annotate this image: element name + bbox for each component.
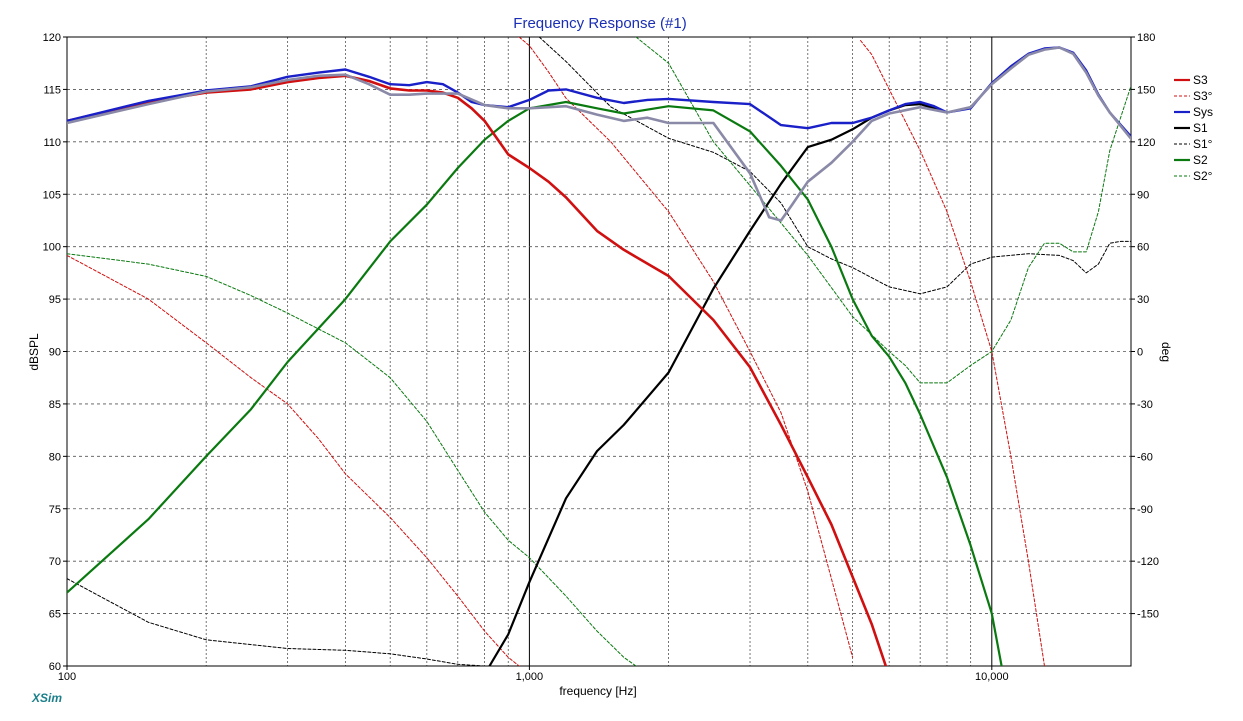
series-s1-phase [67,578,540,666]
y-tick-label: 95 [49,294,61,306]
y-axis-right: -150 -120 -90 -60 -30 0 30 60 90 120 150 180 [1131,32,1159,621]
legend-label: S2° [1193,169,1213,183]
plot-frame [66,36,1132,667]
y-tick-label: 90 [49,347,61,359]
y2-tick-label: 120 [1137,137,1155,149]
y-tick-label: 110 [43,137,61,149]
series-s2 [67,100,1003,666]
y2-tick-label: -90 [1137,504,1153,516]
legend-label: S3° [1193,89,1213,103]
x-tick-label: 10,000 [975,671,1009,683]
y-tick-label: 115 [43,84,61,96]
y-tick-label: 85 [49,399,61,411]
plot-area [66,36,1132,667]
y2-tick-label: 30 [1137,294,1149,306]
y2-tick-label: 0 [1137,347,1143,359]
series-s3-phase [67,254,520,666]
grid [67,37,1131,666]
series-s3-phase-c [860,40,1045,666]
x-axis-label: frequency [Hz] [559,684,636,698]
y2-tick-label: 90 [1137,189,1149,201]
series-s2-phase [67,253,637,666]
y2-axis-label: deg [1159,342,1173,362]
y-tick-label: 60 [49,661,61,673]
series-s3 [67,74,888,666]
y-axis-label: dBSPL [27,333,41,371]
y-tick-label: 105 [43,189,61,201]
series-s2-phase-b [635,37,1131,384]
y2-tick-label: -30 [1137,399,1153,411]
y-tick-label: 75 [49,504,61,516]
x-axis: 100 1,000 10,000 [58,666,1009,683]
xsim-logo: XSim [31,691,62,705]
legend-label: S3 [1193,73,1208,87]
y-tick-label: 120 [43,32,61,44]
legend: S3 S3° Sys S1 S1° S2 S2° [1174,73,1213,183]
chart-title: Frequency Response (#1) [513,15,686,32]
series-s1 [488,102,949,666]
y-tick-label: 70 [49,556,61,568]
y-tick-label: 65 [49,609,61,621]
y-tick-label: 100 [43,242,61,254]
series-group [67,37,1131,666]
x-tick-label: 1,000 [516,671,544,683]
y2-tick-label: -150 [1137,609,1159,621]
legend-label: S1° [1193,137,1213,151]
series-s3-phase-b [518,37,854,658]
y-axis-left: 60 65 70 75 80 85 90 95 100 105 110 115 120 [43,32,67,673]
y2-tick-label: 150 [1137,84,1155,96]
y2-tick-label: 180 [1137,32,1155,44]
legend-label: S2 [1193,153,1208,167]
legend-label: Sys [1193,105,1213,119]
y2-tick-label: 60 [1137,242,1149,254]
legend-label: S1 [1193,121,1208,135]
y2-tick-label: -120 [1137,556,1159,568]
x-tick-label: 100 [58,671,76,683]
y-tick-label: 80 [49,451,61,463]
y2-tick-label: -60 [1137,451,1153,463]
series-grey [67,46,1131,222]
series-s1-phase-b [538,37,1131,295]
